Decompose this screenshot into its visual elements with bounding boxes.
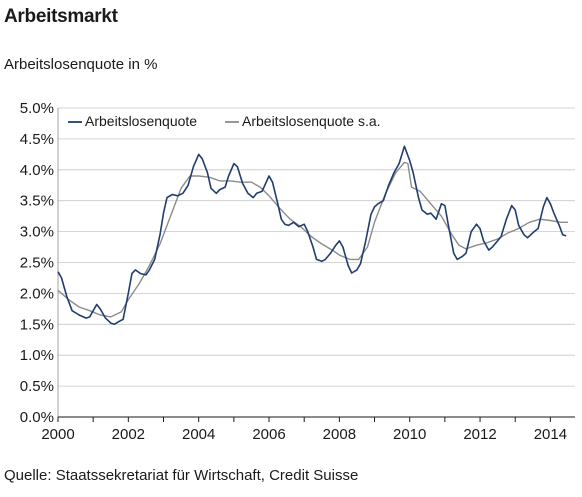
x-tick-label: 2012 <box>463 426 496 443</box>
chart-subtitle: Arbeitslosenquote in % <box>4 56 158 73</box>
x-axis: 2000 2002 2004 2006 2008 2010 2012 2014 <box>41 416 575 443</box>
x-tick-label: 2002 <box>112 426 145 443</box>
legend-label: Arbeitslosenquote s.a. <box>242 113 381 129</box>
y-tick-label: 4.0% <box>20 162 54 179</box>
series-group <box>57 145 568 326</box>
y-tick-label: 0.5% <box>20 378 54 395</box>
y-tick-label: 5.0% <box>20 100 54 117</box>
y-tick-label: 3.5% <box>20 193 54 210</box>
y-tick-label: 4.5% <box>20 131 54 148</box>
x-tick-label: 2014 <box>534 426 567 443</box>
y-tick-label: 0.0% <box>20 409 54 426</box>
series-line-arbeitslosenquote-sa <box>57 161 568 318</box>
y-tick-label: 2.5% <box>20 255 54 272</box>
page-title: Arbeitsmarkt <box>4 6 118 27</box>
x-tick-label: 2006 <box>252 426 285 443</box>
y-tick-label: 3.0% <box>20 224 54 241</box>
series-line-arbeitslosenquote <box>57 145 567 326</box>
x-tick-label: 2010 <box>393 426 426 443</box>
x-tick-label: 2004 <box>182 426 215 443</box>
legend-label: Arbeitslosenquote <box>85 113 197 129</box>
y-tick-label: 1.0% <box>20 347 54 364</box>
y-tick-label: 2.0% <box>20 285 54 302</box>
y-tick-label: 1.5% <box>20 316 54 333</box>
x-tick-label: 2008 <box>323 426 356 443</box>
legend: Arbeitslosenquote Arbeitslosenquote s.a. <box>68 113 381 129</box>
x-tick-label: 2000 <box>41 426 74 443</box>
source-note: Quelle: Staatssekretariat für Wirtschaft… <box>4 467 359 484</box>
grid-lines <box>58 107 575 387</box>
y-axis: 0.0% 0.5% 1.0% 1.5% 2.0% 2.5% 3.0% 3.5% 4.0% 4.5%… <box>20 100 59 426</box>
